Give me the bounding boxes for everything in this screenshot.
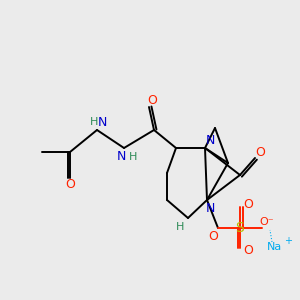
Text: N: N	[97, 116, 107, 128]
Text: H: H	[129, 152, 137, 162]
Text: N: N	[116, 151, 126, 164]
Text: O: O	[147, 94, 157, 106]
Text: S: S	[236, 221, 244, 235]
Text: H: H	[176, 222, 184, 232]
Text: O: O	[243, 199, 253, 212]
Text: O: O	[208, 230, 218, 242]
Text: Na: Na	[266, 242, 282, 252]
Text: +: +	[284, 236, 292, 246]
Text: N: N	[205, 134, 215, 146]
Text: O: O	[65, 178, 75, 191]
Text: O: O	[243, 244, 253, 256]
Text: O⁻: O⁻	[260, 217, 274, 227]
Text: O: O	[255, 146, 265, 160]
Text: N: N	[205, 202, 215, 215]
Text: H: H	[90, 117, 98, 127]
